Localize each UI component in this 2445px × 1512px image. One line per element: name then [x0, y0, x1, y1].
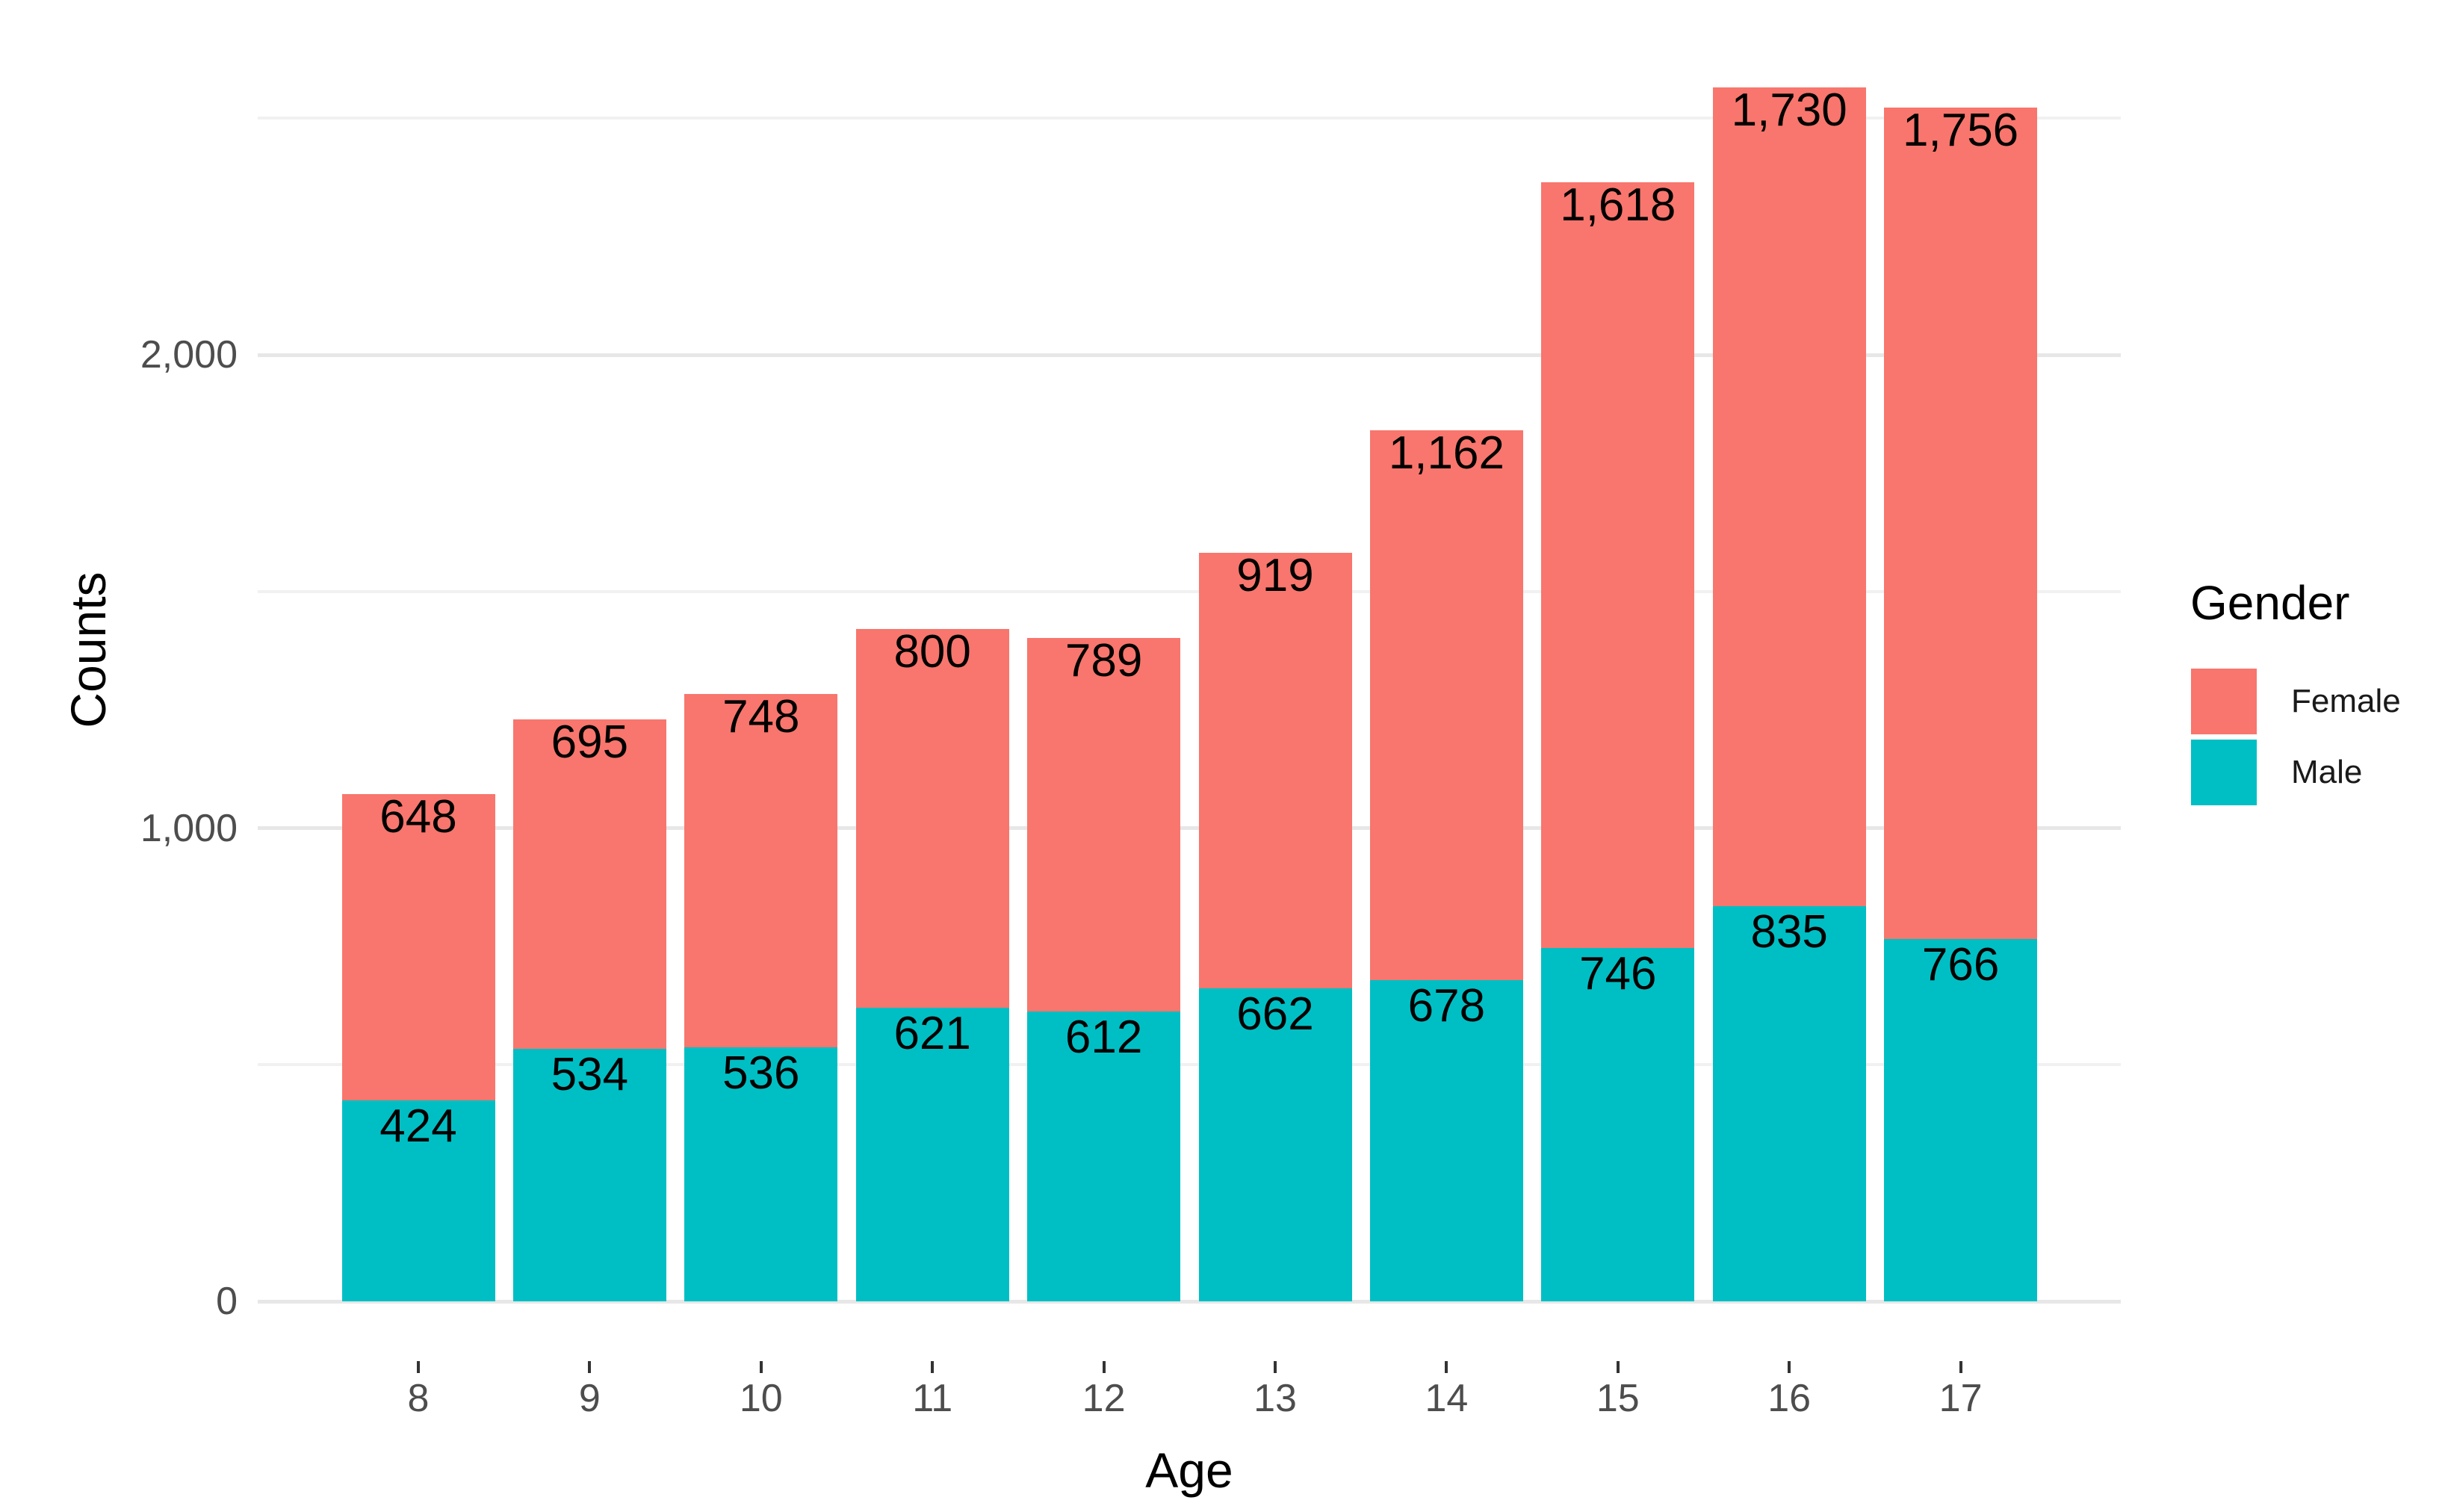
bar-value-label-female: 748 [722, 690, 800, 743]
legend: Gender Female Male [2190, 0, 2445, 1512]
y-axis-tick-label: 0 [216, 1280, 238, 1323]
x-axis-tick-label: 8 [407, 1377, 430, 1420]
bar-value-label-female: 1,756 [1903, 105, 2019, 157]
bar-segment-female [1198, 553, 1352, 988]
x-axis-tick [759, 1361, 763, 1373]
bar-segment-female [1884, 108, 2038, 939]
bar-value-label-female: 1,730 [1731, 84, 1847, 137]
y-axis-tick-label: 2,000 [140, 333, 238, 377]
x-axis-tick-label: 12 [1082, 1377, 1126, 1420]
bar-segment-female [341, 793, 495, 1101]
x-axis-title: Age [1145, 1443, 1233, 1498]
bar-segment-female [1369, 430, 1523, 981]
x-axis-tick-label: 10 [739, 1377, 783, 1420]
bar-value-label-female: 919 [1236, 550, 1314, 602]
bar-segment-male [855, 1007, 1009, 1301]
legend-label-male: Male [2291, 754, 2363, 790]
x-axis-tick-label: 17 [1939, 1377, 1983, 1420]
bar-value-label-male: 534 [551, 1048, 629, 1100]
bar-segment-male [1369, 980, 1523, 1301]
bar-value-label-male: 662 [1236, 988, 1314, 1040]
y-axis-tick-label: 1,000 [140, 806, 238, 850]
bar-segment-female [1541, 182, 1695, 949]
major-gridline [258, 826, 2121, 830]
bar-segment-male [1712, 906, 1866, 1301]
x-axis-tick [1959, 1361, 1962, 1373]
bar-segment-male [1884, 938, 2038, 1301]
legend-label-female: Female [2291, 683, 2401, 719]
bar-value-label-male: 766 [1921, 938, 2000, 991]
legend-swatch-male [2191, 740, 2257, 805]
bar-value-label-female: 800 [893, 625, 971, 678]
bar-segment-female [1712, 87, 1866, 907]
minor-gridline [258, 1063, 2121, 1067]
x-axis-tick [1788, 1361, 1791, 1373]
legend-title: Gender [2190, 576, 2350, 630]
bar-value-label-female: 1,162 [1388, 427, 1505, 480]
bar-segment-female [684, 693, 838, 1048]
x-axis-tick [1102, 1361, 1106, 1373]
bar-segment-female [855, 628, 1009, 1008]
bar-value-label-male: 536 [722, 1047, 800, 1100]
bar-segment-male [1027, 1011, 1181, 1301]
x-axis-tick [1616, 1361, 1620, 1373]
major-gridline [258, 1299, 2121, 1304]
bar-value-label-male: 835 [1750, 906, 1828, 958]
bar-value-label-male: 621 [893, 1007, 971, 1059]
bar-value-label-male: 678 [1407, 980, 1486, 1032]
legend-swatch-female [2191, 669, 2257, 734]
bar-segment-female [1027, 638, 1181, 1012]
minor-gridline [258, 117, 2121, 120]
x-axis-tick-label: 11 [912, 1377, 953, 1420]
bar-value-label-female: 1,618 [1560, 179, 1676, 232]
x-axis-tick [1274, 1361, 1277, 1373]
x-axis-tick [417, 1361, 420, 1373]
bar-value-label-female: 648 [379, 790, 457, 843]
bar-value-label-male: 746 [1579, 948, 1657, 1000]
bar-value-label-male: 424 [379, 1100, 457, 1153]
bar-segment-male [684, 1047, 838, 1301]
x-axis-tick-label: 15 [1596, 1377, 1640, 1420]
x-axis-tick-label: 16 [1767, 1377, 1812, 1420]
bar-segment-male [1541, 948, 1695, 1301]
x-axis-tick [1445, 1361, 1448, 1373]
x-axis-tick-label: 14 [1425, 1377, 1469, 1420]
bar-segment-male [512, 1048, 666, 1301]
bar-segment-male [341, 1100, 495, 1301]
x-axis-tick-label: 13 [1254, 1377, 1297, 1420]
bar-value-label-male: 612 [1065, 1011, 1143, 1064]
bar-segment-male [1198, 988, 1352, 1301]
bar-segment-female [512, 719, 666, 1049]
x-axis-tick [588, 1361, 592, 1373]
x-axis-tick [931, 1361, 935, 1373]
major-gridline [258, 353, 2121, 357]
x-axis-tick-label: 9 [578, 1377, 601, 1420]
minor-gridline [258, 589, 2121, 593]
y-axis-title: Counts [61, 571, 116, 728]
bar-value-label-female: 789 [1065, 635, 1143, 687]
bar-value-label-female: 695 [551, 716, 629, 769]
